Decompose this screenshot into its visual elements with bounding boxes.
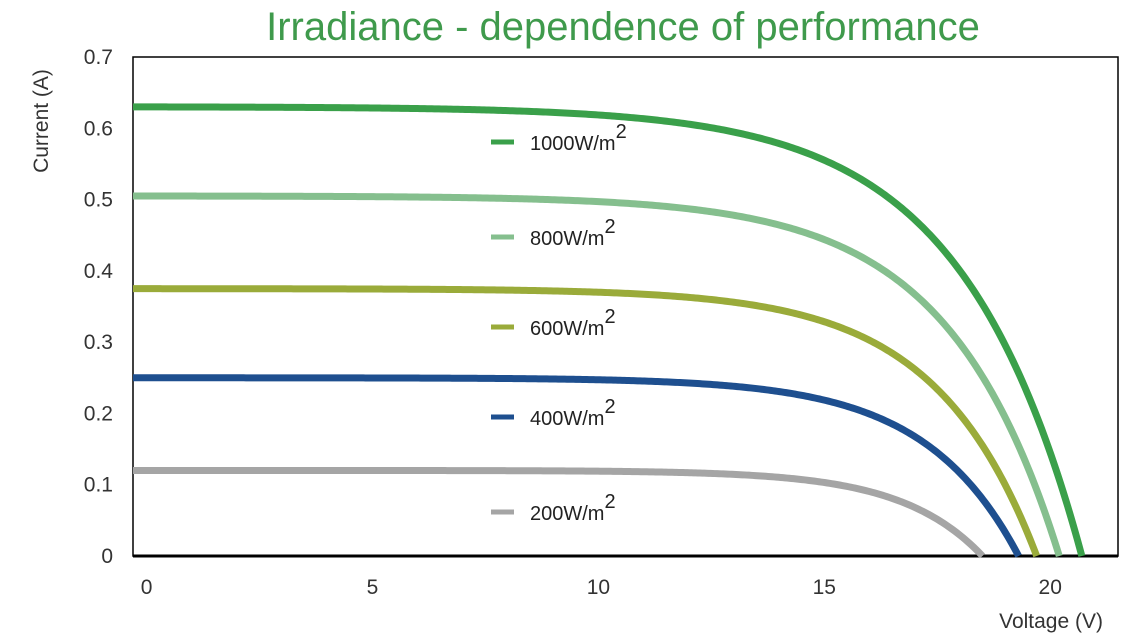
plot-frame	[132, 56, 1119, 558]
series-line-2	[131, 192, 1063, 558]
y-tick-label: 0.4	[84, 260, 114, 283]
chart-title: Irradiance - dependence of performance	[266, 5, 980, 49]
y-axis-label: Current (A)	[30, 69, 53, 173]
legend: 1000W/m2 800W/m2 600W/m2 400W/m2 200W/m2	[491, 121, 627, 525]
x-tick-label: 5	[367, 576, 379, 599]
legend-label: 800W/m2	[530, 216, 616, 250]
curves	[131, 103, 1086, 559]
series-line-5	[131, 466, 985, 559]
series-line-3	[131, 285, 1040, 558]
legend-label: 1000W/m2	[530, 121, 627, 155]
legend-label: 400W/m2	[530, 396, 616, 430]
x-tick-label: 10	[587, 576, 610, 599]
series-line-4	[131, 374, 1022, 558]
ticks: 0 0.1 0.2 0.3 0.4 0.5 0.6 0.7 0 5 10 15 20	[84, 46, 1062, 599]
y-tick-label: 0.2	[84, 402, 113, 425]
x-tick-label: 15	[813, 576, 836, 599]
y-tick-label: 0.3	[84, 331, 113, 354]
series-line-1	[131, 103, 1086, 557]
legend-label: 200W/m2	[530, 491, 616, 525]
y-tick-label: 0.5	[84, 189, 113, 212]
y-tick-label: 0.7	[84, 46, 113, 69]
x-tick-label: 20	[1039, 576, 1062, 599]
y-tick-label: 0.6	[84, 117, 113, 140]
y-tick-label: 0	[101, 545, 113, 568]
x-tick-label: 0	[141, 576, 153, 599]
legend-label: 600W/m2	[530, 306, 616, 340]
y-tick-label: 0.1	[84, 474, 113, 497]
x-axis-label: Voltage (V)	[999, 610, 1103, 633]
